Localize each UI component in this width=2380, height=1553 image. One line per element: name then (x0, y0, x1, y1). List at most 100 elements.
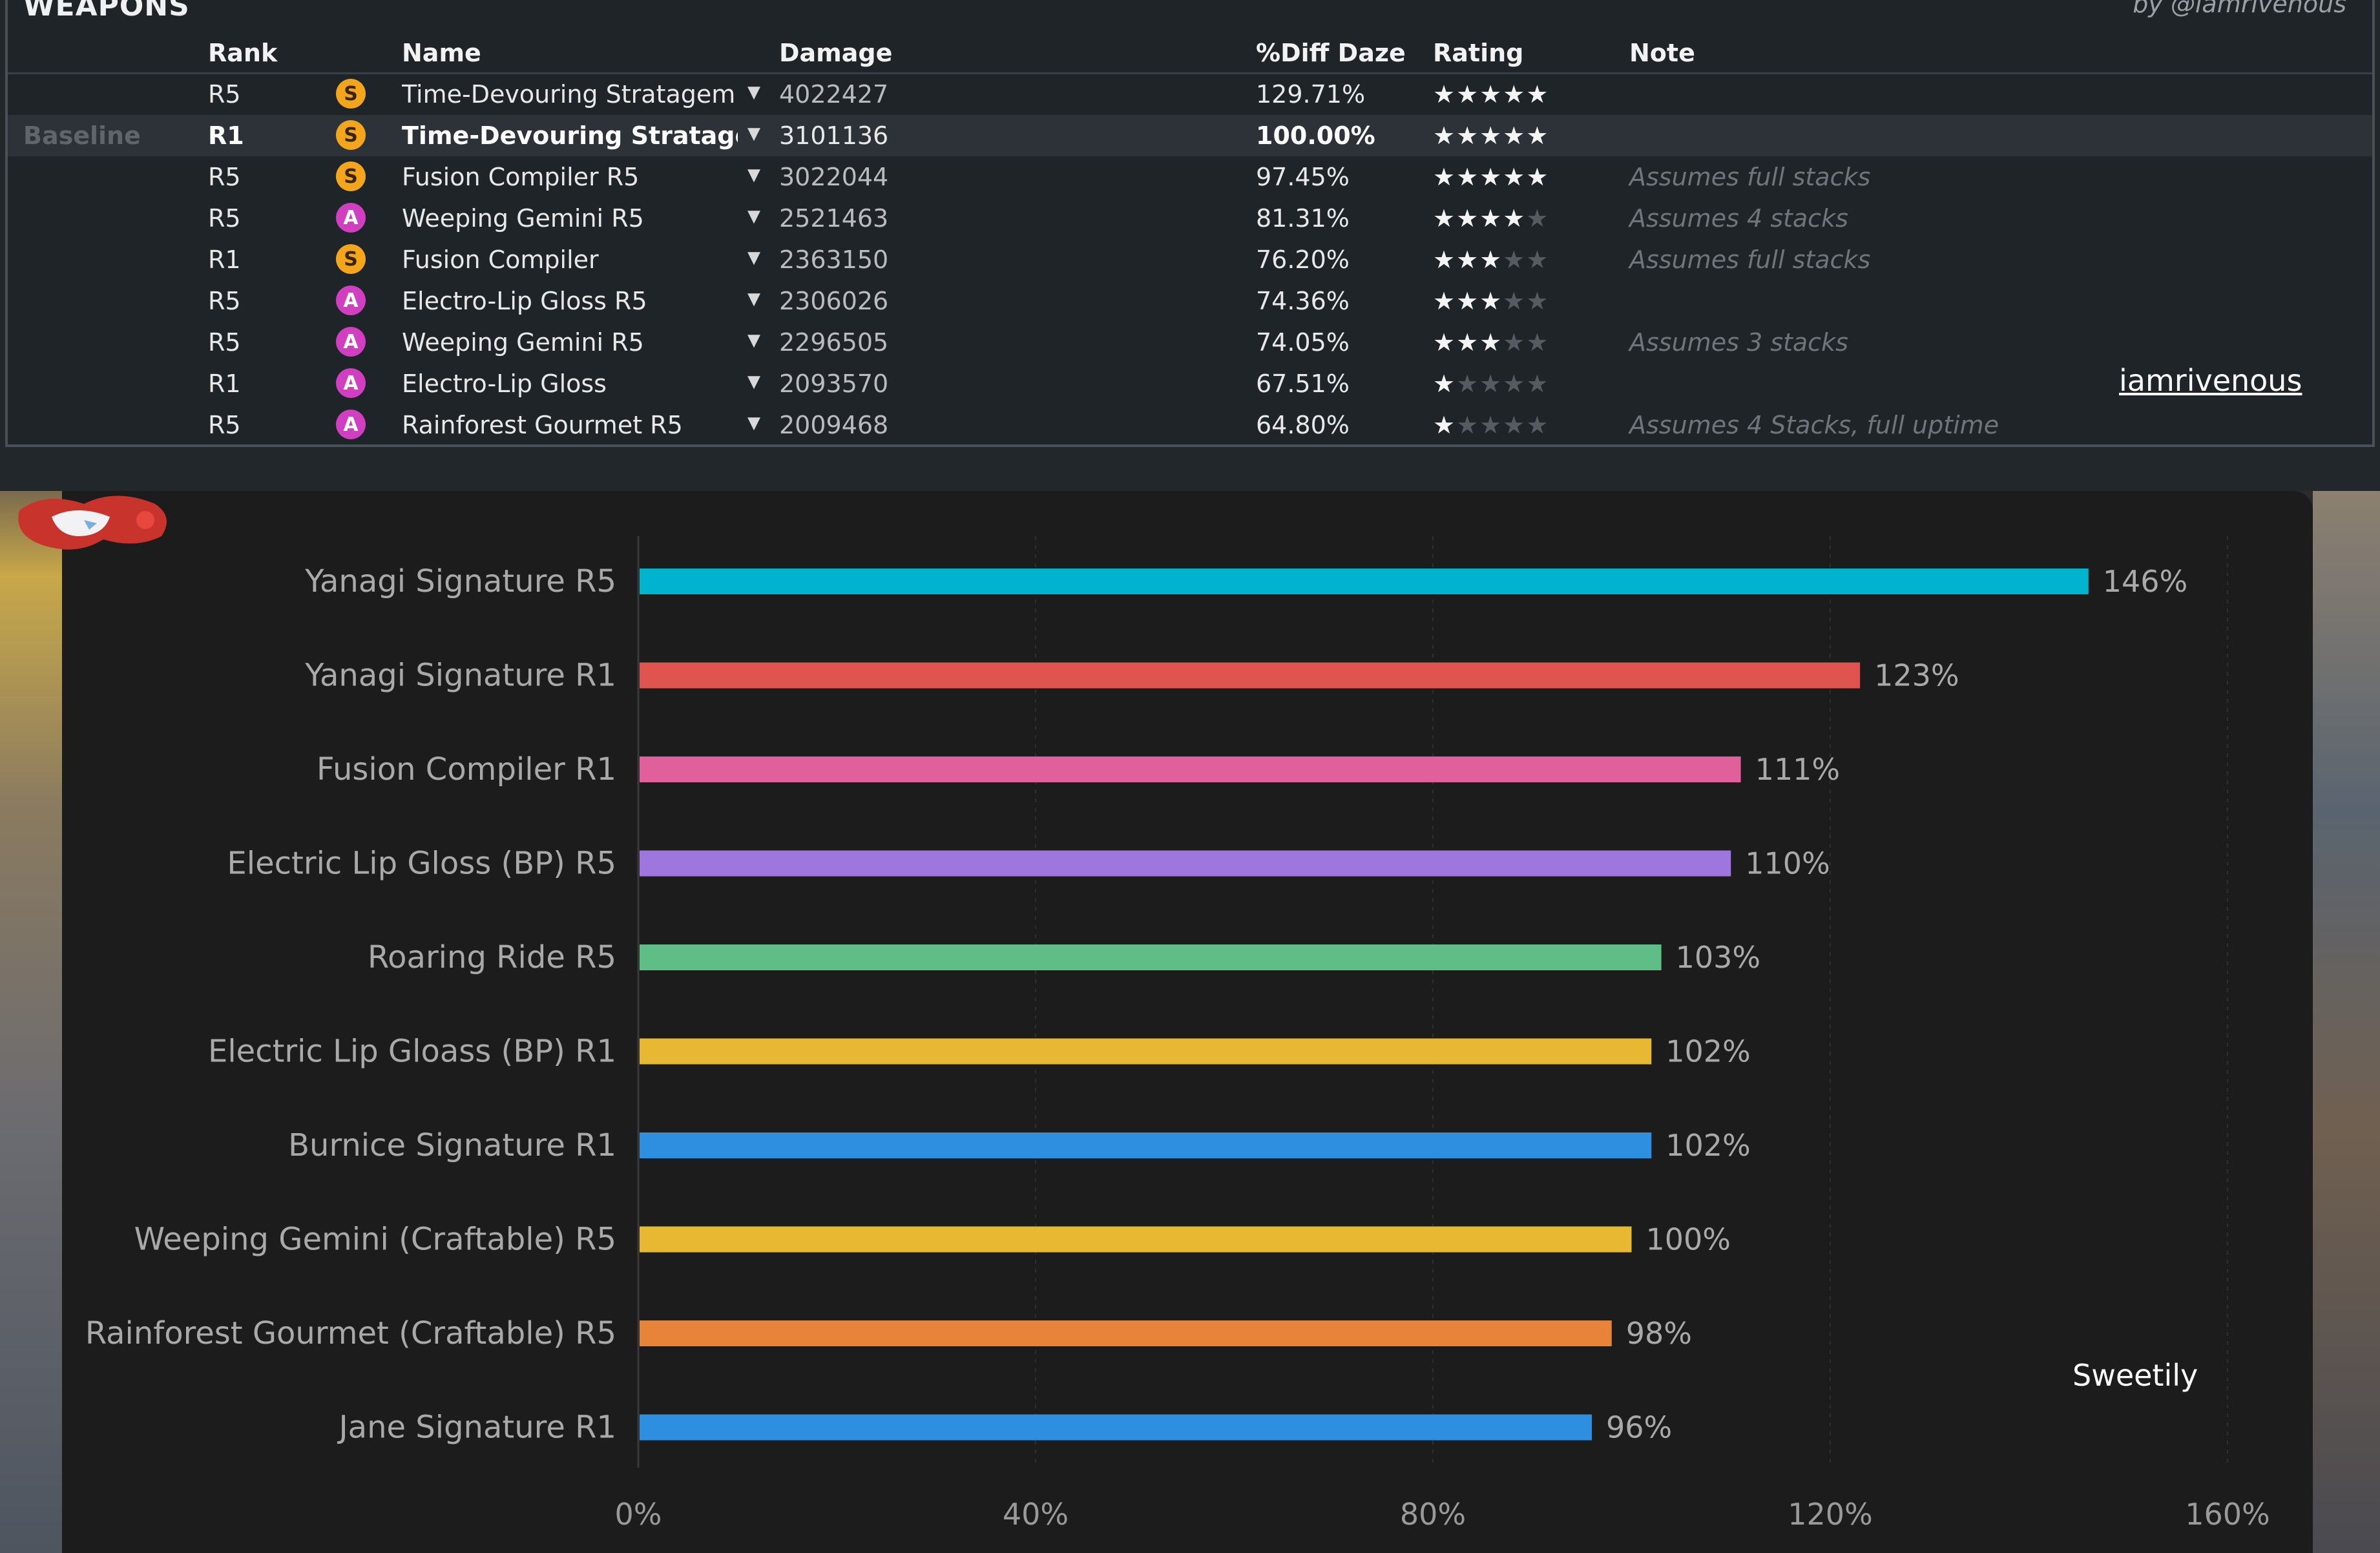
x-tick-label: 80% (1400, 1497, 1466, 1532)
category-label: Roaring Ride R5 (368, 939, 616, 975)
value-label: 123% (1874, 658, 1959, 693)
rarity-badge-icon: A (336, 327, 366, 357)
header-diff-daze[interactable]: %Diff Daze (1256, 39, 1406, 67)
rank-cell: R1 (208, 121, 244, 150)
weapon-name-cell: Fusion Compiler R5 (402, 163, 640, 191)
bar[interactable] (640, 1414, 1592, 1441)
table-row[interactable]: R5 A Weeping Gemini R5 ▼ 2521463 81.31% ★★★★★ A… (8, 198, 2372, 239)
rarity-badge-icon: S (336, 162, 366, 191)
rating-stars: ★★★★★ (1433, 204, 1550, 233)
value-label: 98% (1626, 1316, 1692, 1351)
rating-stars: ★★★★★ (1433, 411, 1550, 439)
table-row[interactable]: R5 S Fusion Compiler R5 ▼ 3022044 97.45% ★★★★★… (8, 156, 2372, 198)
bar[interactable] (640, 756, 1741, 782)
weapon-name-cell: Time-Devouring Stratagem (402, 121, 738, 150)
damage-cell: 2306026 (779, 287, 889, 315)
chevron-down-icon[interactable]: ▼ (747, 83, 760, 102)
value-label: 110% (1745, 846, 1830, 881)
rank-cell: R5 (208, 163, 241, 191)
diff-daze-cell: 64.80% (1256, 411, 1350, 439)
bar[interactable] (640, 662, 1861, 689)
table-row[interactable]: R1 S Fusion Compiler ▼ 2363150 76.20% ★★★★★ Ass… (8, 239, 2372, 280)
chevron-down-icon[interactable]: ▼ (747, 207, 760, 226)
rating-stars: ★★★★★ (1433, 163, 1550, 191)
damage-cell: 2521463 (779, 204, 889, 233)
table-row[interactable]: Baseline R1 S Time-Devouring Stratagem ▼ 3101… (8, 115, 2372, 156)
rating-stars: ★★★★★ (1433, 287, 1550, 315)
note-cell: Assumes 4 stacks (1629, 204, 1848, 233)
damage-cell: 3022044 (779, 163, 889, 191)
bar[interactable] (640, 850, 1731, 877)
table-row[interactable]: R1 A Electro-Lip Gloss ▼ 2093570 67.51% ★★★★★ (8, 363, 2372, 404)
x-tick-label: 40% (1003, 1497, 1069, 1532)
header-rank[interactable]: Rank (208, 39, 278, 67)
diff-daze-cell: 76.20% (1256, 245, 1350, 274)
value-label: 111% (1755, 752, 1841, 787)
table-row[interactable]: R5 A Weeping Gemini R5 ▼ 2296505 74.05% ★★★★★ A… (8, 322, 2372, 363)
diff-daze-cell: 74.36% (1256, 287, 1350, 315)
mascot-sticker (18, 495, 167, 550)
weapon-name-cell: Rainforest Gourmet R5 (402, 411, 683, 439)
damage-cell: 2009468 (779, 411, 889, 439)
rank-cell: R1 (208, 245, 241, 274)
weapon-name-cell: Time-Devouring Stratagem (402, 80, 736, 109)
rating-stars: ★★★★★ (1433, 370, 1550, 398)
bar[interactable] (640, 1226, 1632, 1253)
watermark-link[interactable]: iamrivenous (2119, 363, 2302, 398)
x-tick-label: 160% (2185, 1497, 2270, 1532)
rank-cell: R5 (208, 204, 241, 233)
rank-cell: R5 (208, 411, 241, 439)
diff-daze-cell: 100.00% (1256, 121, 1375, 150)
weapon-name-cell: Electro-Lip Gloss R5 (402, 287, 647, 315)
chart-watermark: Sweetily (2072, 1358, 2198, 1393)
chart-section: 0% 40% 80% 120% 160% Yanagi Signature R5 146% Y… (0, 491, 2380, 1553)
bar-chart: 0% 40% 80% 120% 160% Yanagi Signature R5 146% Y… (85, 536, 2270, 1532)
rating-stars: ★★★★★ (1433, 245, 1550, 274)
weapon-name-cell: Fusion Compiler (402, 245, 599, 274)
chevron-down-icon[interactable]: ▼ (747, 372, 760, 391)
category-label: Electric Lip Gloss (BP) R5 (227, 846, 616, 882)
diff-daze-cell: 129.71% (1256, 80, 1366, 109)
rating-stars: ★★★★★ (1433, 328, 1550, 357)
rank-cell: R5 (208, 328, 241, 357)
rank-cell: R5 (208, 80, 241, 109)
chevron-down-icon[interactable]: ▼ (747, 124, 760, 143)
table-row[interactable]: R5 S Time-Devouring Stratagem ▼ 4022427 129.7… (8, 74, 2372, 115)
bar[interactable] (640, 1132, 1652, 1158)
rank-cell: R1 (208, 370, 241, 398)
rarity-badge-icon: A (336, 368, 366, 398)
category-label: Yanagi Signature R5 (304, 563, 616, 599)
value-label: 102% (1665, 1034, 1751, 1069)
rarity-badge-icon: A (336, 286, 366, 315)
category-label: Jane Signature R1 (337, 1410, 617, 1446)
table-row[interactable]: R5 A Electro-Lip Gloss R5 ▼ 2306026 74.36% ★★★… (8, 280, 2372, 322)
header-note[interactable]: Note (1629, 39, 1695, 67)
chevron-down-icon[interactable]: ▼ (747, 331, 760, 350)
chevron-down-icon[interactable]: ▼ (747, 165, 760, 185)
rarity-badge-icon: S (336, 120, 366, 150)
category-label: Fusion Compiler R1 (317, 751, 616, 787)
damage-cell: 2093570 (779, 370, 889, 398)
weapons-panel: WEAPONS by @iamrivenous Rank Name Damage… (0, 0, 2380, 491)
table-row[interactable]: R5 A Rainforest Gourmet R5 ▼ 2009468 64.80% ★★… (8, 404, 2372, 446)
bar[interactable] (640, 1038, 1652, 1065)
note-cell: Assumes full stacks (1629, 163, 1871, 191)
header-damage[interactable]: Damage (779, 39, 893, 67)
diff-daze-cell: 67.51% (1256, 370, 1350, 398)
weapon-name-cell: Electro-Lip Gloss (402, 370, 607, 398)
chevron-down-icon[interactable]: ▼ (747, 289, 760, 309)
header-name[interactable]: Name (402, 39, 481, 67)
diff-daze-cell: 97.45% (1256, 163, 1350, 191)
diff-daze-cell: 74.05% (1256, 328, 1350, 357)
chevron-down-icon[interactable]: ▼ (747, 413, 760, 433)
header-rating[interactable]: Rating (1433, 39, 1524, 67)
bar[interactable] (640, 568, 2089, 594)
table-header-row: Rank Name Damage %Diff Daze Rating Note (8, 34, 2372, 74)
bar[interactable] (640, 944, 1662, 970)
bar[interactable] (640, 1320, 1612, 1346)
x-tick-label: 120% (1788, 1497, 1873, 1532)
value-label: 146% (2103, 564, 2188, 599)
baseline-label: Baseline (23, 121, 141, 150)
category-label: Rainforest Gourmet (Craftable) R5 (85, 1315, 616, 1351)
chevron-down-icon[interactable]: ▼ (747, 248, 760, 267)
